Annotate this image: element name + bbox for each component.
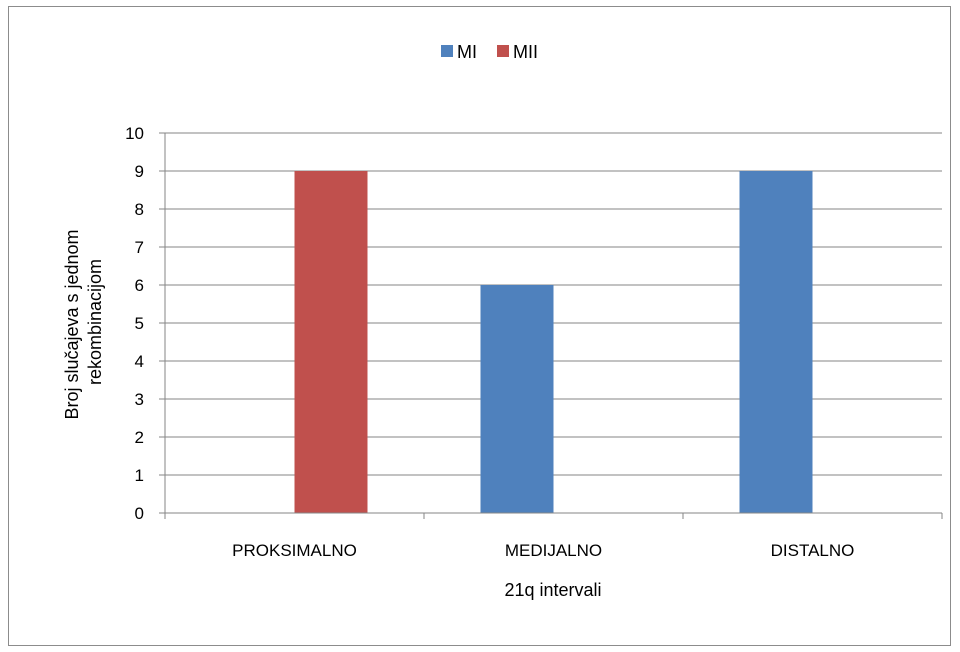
y-axis-title-line-1: Broj slučajeva s jednom [62, 229, 82, 419]
y-tick-label: 9 [135, 162, 144, 181]
legend-swatch-mii [497, 45, 509, 57]
x-tick-label: DISTALNO [771, 541, 855, 560]
y-tick-label: 0 [135, 504, 144, 523]
legend: MI MII [441, 42, 538, 62]
y-tick-label: 7 [135, 238, 144, 257]
y-tick-label: 6 [135, 276, 144, 295]
y-tick-label: 2 [135, 428, 144, 447]
x-tick-labels: PROKSIMALNO MEDIJALNO DISTALNO [164, 513, 943, 560]
x-tick-label: PROKSIMALNO [232, 541, 357, 560]
x-axis-title: 21q intervali [504, 580, 601, 600]
bars [294, 171, 813, 513]
y-tick-label: 8 [135, 200, 144, 219]
y-tick-label: 3 [135, 390, 144, 409]
y-tick-label: 1 [135, 466, 144, 485]
y-tick-label: 4 [135, 352, 144, 371]
legend-swatch-mi [441, 45, 453, 57]
y-axis-title-line-2: rekombinacijom [85, 259, 105, 385]
x-tick-label: MEDIJALNO [505, 541, 602, 560]
bar-mii-proksimalno [294, 171, 368, 513]
bar-mi-distalno [739, 171, 813, 513]
y-tick-label: 10 [125, 124, 144, 143]
bar-mi-medijalno [480, 285, 554, 513]
legend-label-mii: MII [513, 42, 538, 62]
y-axis-title: Broj slučajeva s jednom rekombinacijom [62, 224, 105, 419]
y-tick-label: 5 [135, 314, 144, 333]
legend-label-mi: MI [457, 42, 477, 62]
y-tick-labels: 0 1 2 3 4 5 6 7 8 9 10 [125, 124, 144, 523]
